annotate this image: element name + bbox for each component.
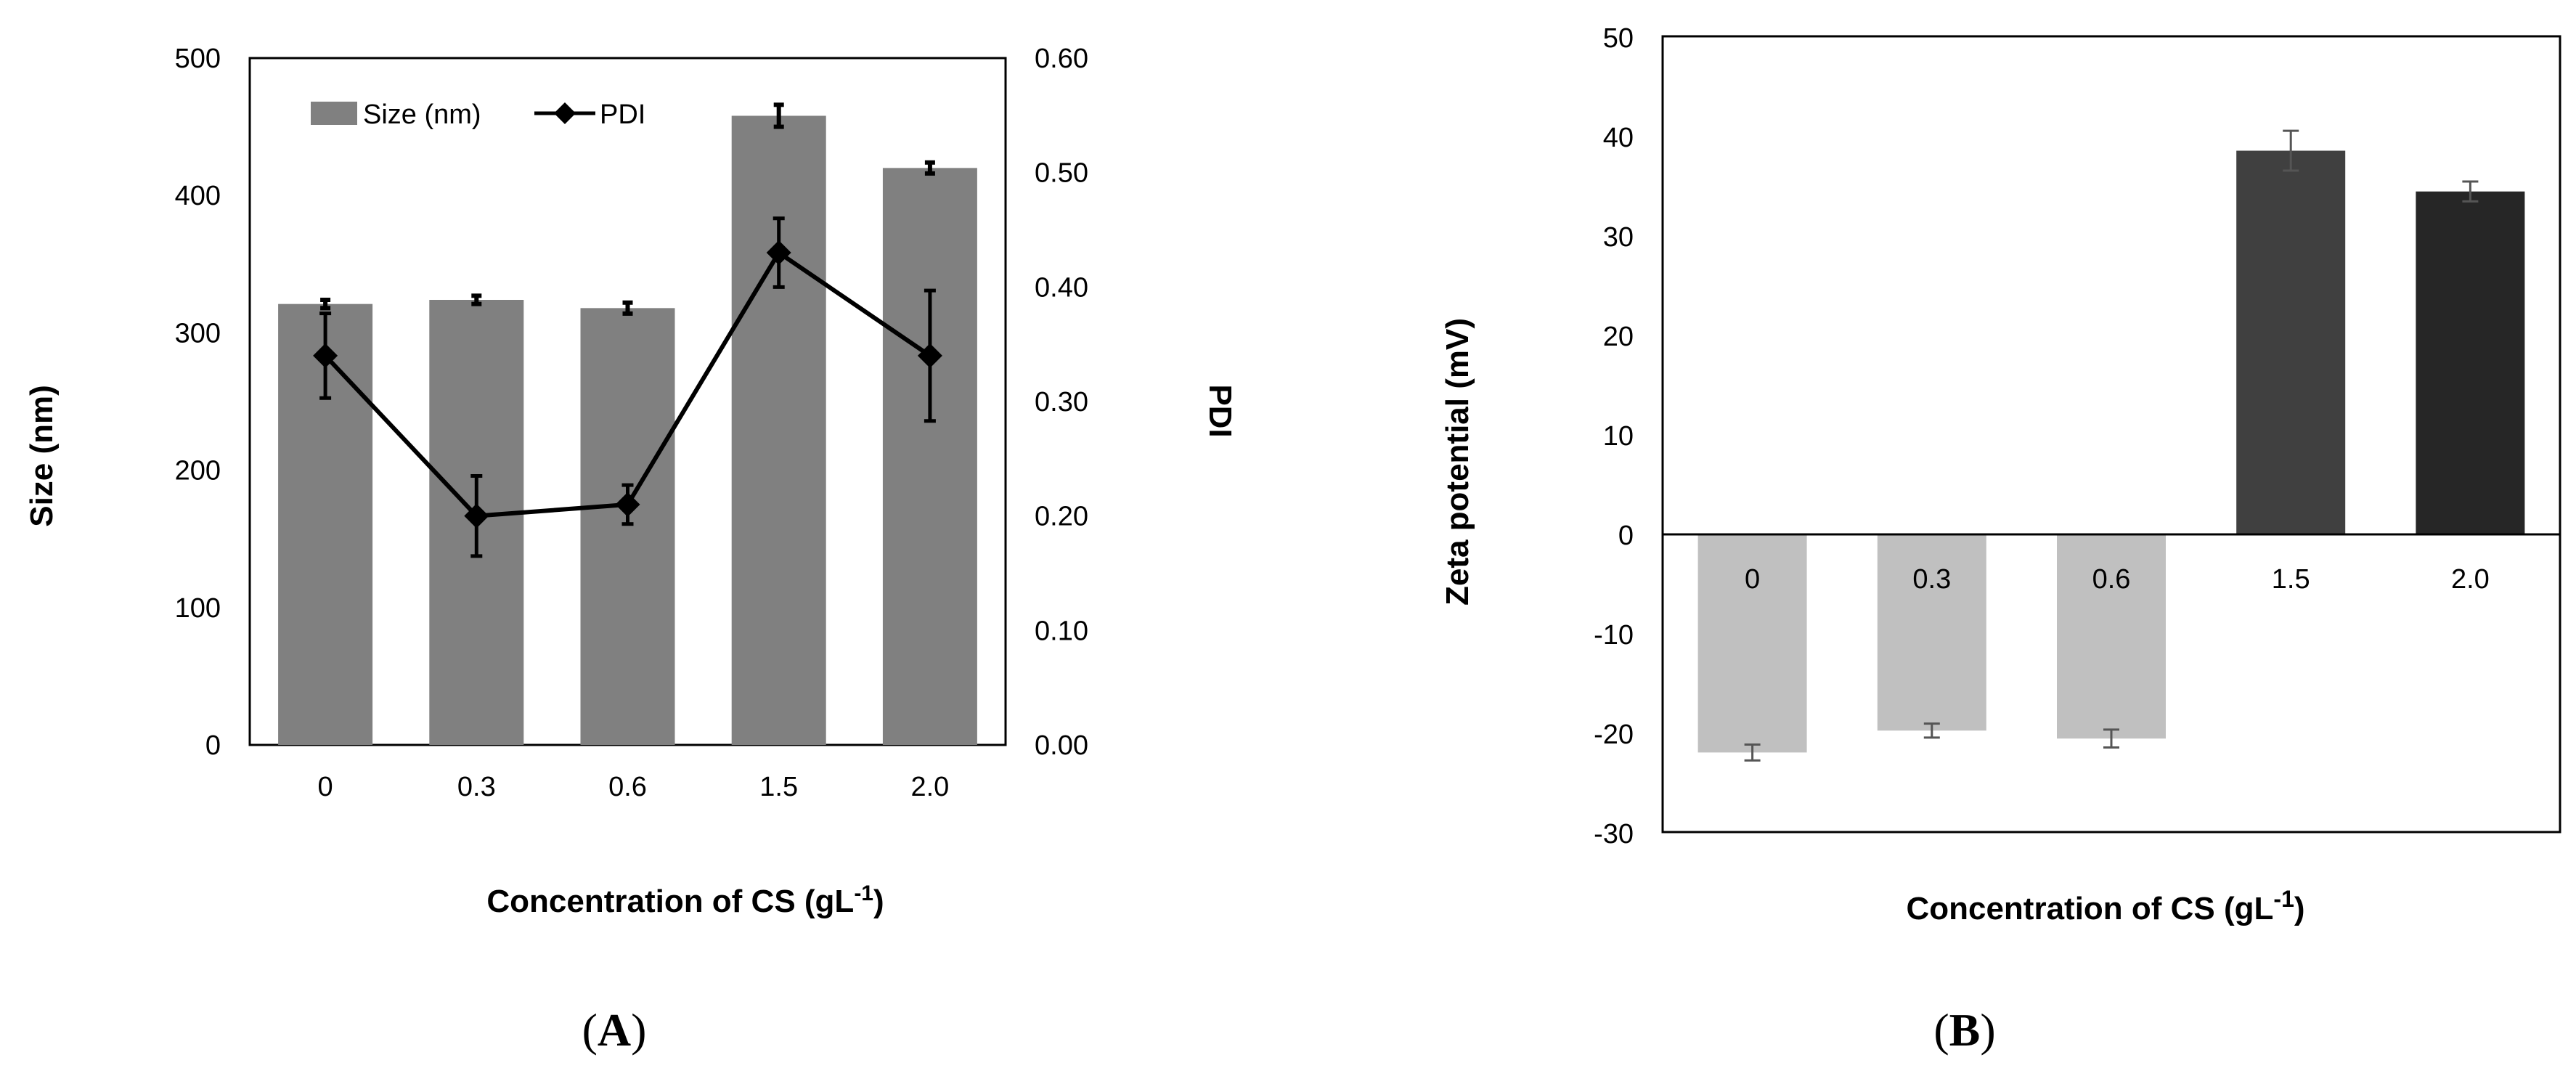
panel-b-x-axis: 0 0.3 0.6 1.5 2.0 bbox=[1745, 564, 2490, 595]
legend-marker-pdi bbox=[554, 102, 576, 124]
size-bar-0.6 bbox=[580, 308, 675, 745]
left-tick-label-200: 200 bbox=[175, 456, 221, 486]
x-tick-label-0: 0 bbox=[318, 772, 333, 802]
x-tick-label-0.3: 0.3 bbox=[457, 772, 496, 802]
panel-a-label: (A) bbox=[582, 1004, 647, 1056]
panel-a-x-axis-title: Concentration of CS (gL-1) bbox=[486, 881, 884, 919]
panel-a-y-axis-title: Size (nm) bbox=[24, 385, 60, 527]
zeta-bar-1.5 bbox=[2236, 150, 2346, 534]
zeta-tick-label-10: 10 bbox=[1603, 421, 1634, 452]
zeta-tick-label-40: 40 bbox=[1603, 123, 1634, 153]
left-tick-label-0: 0 bbox=[205, 730, 221, 761]
zeta-tick-label-30: 30 bbox=[1603, 222, 1634, 253]
legend-swatch-size bbox=[311, 102, 357, 125]
panel-b-y-axis-title: Zeta potential (mV) bbox=[1440, 318, 1475, 606]
pdi-point-0 bbox=[313, 343, 338, 368]
panel-a-x-axis: 0 0.3 0.6 1.5 2.0 bbox=[318, 772, 950, 802]
right-tick-label-0.50: 0.50 bbox=[1035, 158, 1088, 189]
left-tick-label-300: 300 bbox=[175, 318, 221, 349]
zeta-tick-label--30: -30 bbox=[1594, 819, 1634, 849]
panel-a-legend: Size (nm) PDI bbox=[311, 99, 645, 130]
panel-a-right-axis: 0.00 0.10 0.20 0.30 0.40 0.50 0.60 bbox=[1035, 44, 1088, 761]
zeta-bar-0.3 bbox=[1877, 534, 1986, 731]
x-tick-label-0.6: 0.6 bbox=[608, 772, 647, 802]
x-tick-label-1.5: 1.5 bbox=[759, 772, 798, 802]
panel-b: -30 -20 -10 0 10 20 30 40 50 0 0.3 0.6 1.5 2.0 Zeta … bbox=[1440, 23, 2561, 1056]
zeta-bar-0.6 bbox=[2057, 534, 2166, 739]
panel-b-y-axis: -30 -20 -10 0 10 20 30 40 50 bbox=[1594, 23, 1634, 849]
left-tick-label-400: 400 bbox=[175, 181, 221, 211]
panel-b-x-axis-title-close: ) bbox=[2294, 891, 2305, 926]
panel-a-x-axis-title-main: Concentration of CS (gL bbox=[486, 884, 854, 919]
panel-a-bars bbox=[278, 115, 977, 746]
right-tick-label-0.00: 0.00 bbox=[1035, 730, 1088, 761]
legend-label-pdi: PDI bbox=[600, 99, 645, 130]
size-bar-2.0 bbox=[882, 168, 977, 746]
zeta-tick-label-50: 50 bbox=[1603, 23, 1634, 54]
pdi-point-0.6 bbox=[615, 492, 640, 517]
panel-b-bars bbox=[1697, 150, 2525, 753]
zeta-x-label-0.6: 0.6 bbox=[2092, 564, 2131, 595]
right-tick-label-0.30: 0.30 bbox=[1035, 387, 1088, 417]
pdi-point-0.3 bbox=[464, 503, 489, 529]
panel-a-x-axis-title-sup: -1 bbox=[854, 881, 873, 905]
zeta-tick-label--10: -10 bbox=[1594, 620, 1634, 651]
panel-a-x-axis-title-close: ) bbox=[873, 884, 884, 919]
legend-label-size: Size (nm) bbox=[363, 99, 481, 130]
zeta-x-label-2.0: 2.0 bbox=[2451, 564, 2490, 595]
left-tick-label-500: 500 bbox=[175, 44, 221, 74]
x-tick-label-2.0: 2.0 bbox=[910, 772, 949, 802]
zeta-tick-label-0: 0 bbox=[1618, 521, 1634, 551]
zeta-x-label-0: 0 bbox=[1745, 564, 1760, 595]
zeta-x-label-0.3: 0.3 bbox=[1912, 564, 1951, 595]
size-bar-1.5 bbox=[731, 115, 826, 746]
zeta-tick-label--20: -20 bbox=[1594, 720, 1634, 750]
panel-a-label-letter: A bbox=[598, 1004, 631, 1056]
panel-b-error-bars bbox=[1744, 129, 2479, 762]
right-tick-label-0.60: 0.60 bbox=[1035, 44, 1088, 74]
panel-b-label: (B) bbox=[1933, 1004, 1995, 1056]
pdi-point-2.0 bbox=[917, 343, 942, 368]
panel-a-pdi-line bbox=[313, 216, 942, 558]
zeta-tick-label-20: 20 bbox=[1603, 322, 1634, 352]
right-tick-label-0.20: 0.20 bbox=[1035, 502, 1088, 532]
panel-b-label-letter: B bbox=[1949, 1004, 1981, 1056]
panel-a-left-axis: 0 100 200 300 400 500 bbox=[175, 44, 221, 761]
panel-a-bar-error-bars bbox=[320, 102, 935, 316]
panel-b-x-axis-title-sup: -1 bbox=[2273, 886, 2294, 912]
panel-a-y2-axis-title: PDI bbox=[1202, 384, 1238, 437]
zeta-x-label-1.5: 1.5 bbox=[2272, 564, 2310, 595]
panel-b-plot-frame bbox=[1661, 35, 2561, 834]
right-tick-label-0.40: 0.40 bbox=[1035, 272, 1088, 303]
right-tick-label-0.10: 0.10 bbox=[1035, 616, 1088, 646]
panel-b-x-axis-title-main: Concentration of CS (gL bbox=[1906, 891, 2273, 926]
left-tick-label-100: 100 bbox=[175, 593, 221, 624]
zeta-bar-0 bbox=[1697, 534, 1807, 753]
panel-b-x-axis-title: Concentration of CS (gL-1) bbox=[1906, 886, 2304, 926]
zeta-bar-2.0 bbox=[2416, 191, 2525, 534]
pdi-point-1.5 bbox=[766, 240, 791, 266]
